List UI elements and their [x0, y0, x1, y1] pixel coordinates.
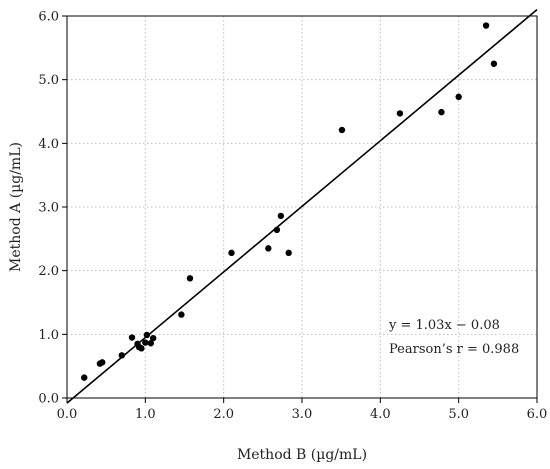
- data-point: [149, 334, 157, 342]
- y-tick-label: 3.0: [38, 201, 59, 216]
- x-tick-label: 6.0: [527, 407, 548, 422]
- data-point: [142, 339, 149, 346]
- data-point: [438, 108, 445, 116]
- y-tick-label: 6.0: [38, 10, 59, 25]
- data-point: [138, 345, 145, 352]
- data-point: [147, 340, 155, 347]
- data-point: [490, 60, 498, 67]
- x-tick-label: 4.0: [370, 407, 391, 422]
- axis-ticks: [62, 15, 538, 403]
- equation-annotation: y = 1.03x − 0.08: [388, 318, 500, 333]
- x-tick-labels: 0.0 1.0 2.0 3.0 4.0 5.0 6.0: [57, 407, 548, 422]
- x-tick-label: 2.0: [213, 407, 234, 422]
- data-point: [186, 275, 194, 282]
- data-point: [482, 22, 490, 29]
- y-tick-label: 4.0: [38, 137, 59, 152]
- data-point: [178, 311, 185, 318]
- y-axis-title: Method A (µg/mL): [8, 142, 24, 272]
- data-point: [273, 226, 281, 234]
- data-point: [128, 334, 136, 341]
- x-tick-label: 3.0: [292, 407, 313, 422]
- y-tick-label: 0.0: [38, 392, 59, 407]
- data-point: [338, 126, 346, 134]
- data-point: [118, 352, 126, 359]
- data-point: [396, 110, 404, 117]
- x-axis-title: Method B (µg/mL): [237, 447, 367, 463]
- y-tick-labels: 0.0 1.0 2.0 3.0 4.0 5.0 6.0: [38, 10, 59, 407]
- x-tick-label: 1.0: [135, 407, 156, 422]
- data-point: [285, 249, 292, 257]
- y-tick-label: 5.0: [38, 73, 59, 88]
- data-point: [277, 212, 285, 220]
- data-point: [455, 93, 462, 101]
- pearson-annotation: Pearson’s r = 0.988: [389, 342, 519, 357]
- data-points: [81, 22, 498, 381]
- data-point: [265, 245, 272, 252]
- data-point: [228, 249, 235, 257]
- x-tick-label: 5.0: [448, 407, 469, 422]
- y-tick-label: 1.0: [38, 328, 59, 343]
- x-tick-label: 0.0: [57, 407, 78, 422]
- data-point: [81, 374, 88, 381]
- y-tick-label: 2.0: [38, 264, 59, 279]
- data-point: [143, 331, 151, 339]
- data-point: [99, 359, 106, 366]
